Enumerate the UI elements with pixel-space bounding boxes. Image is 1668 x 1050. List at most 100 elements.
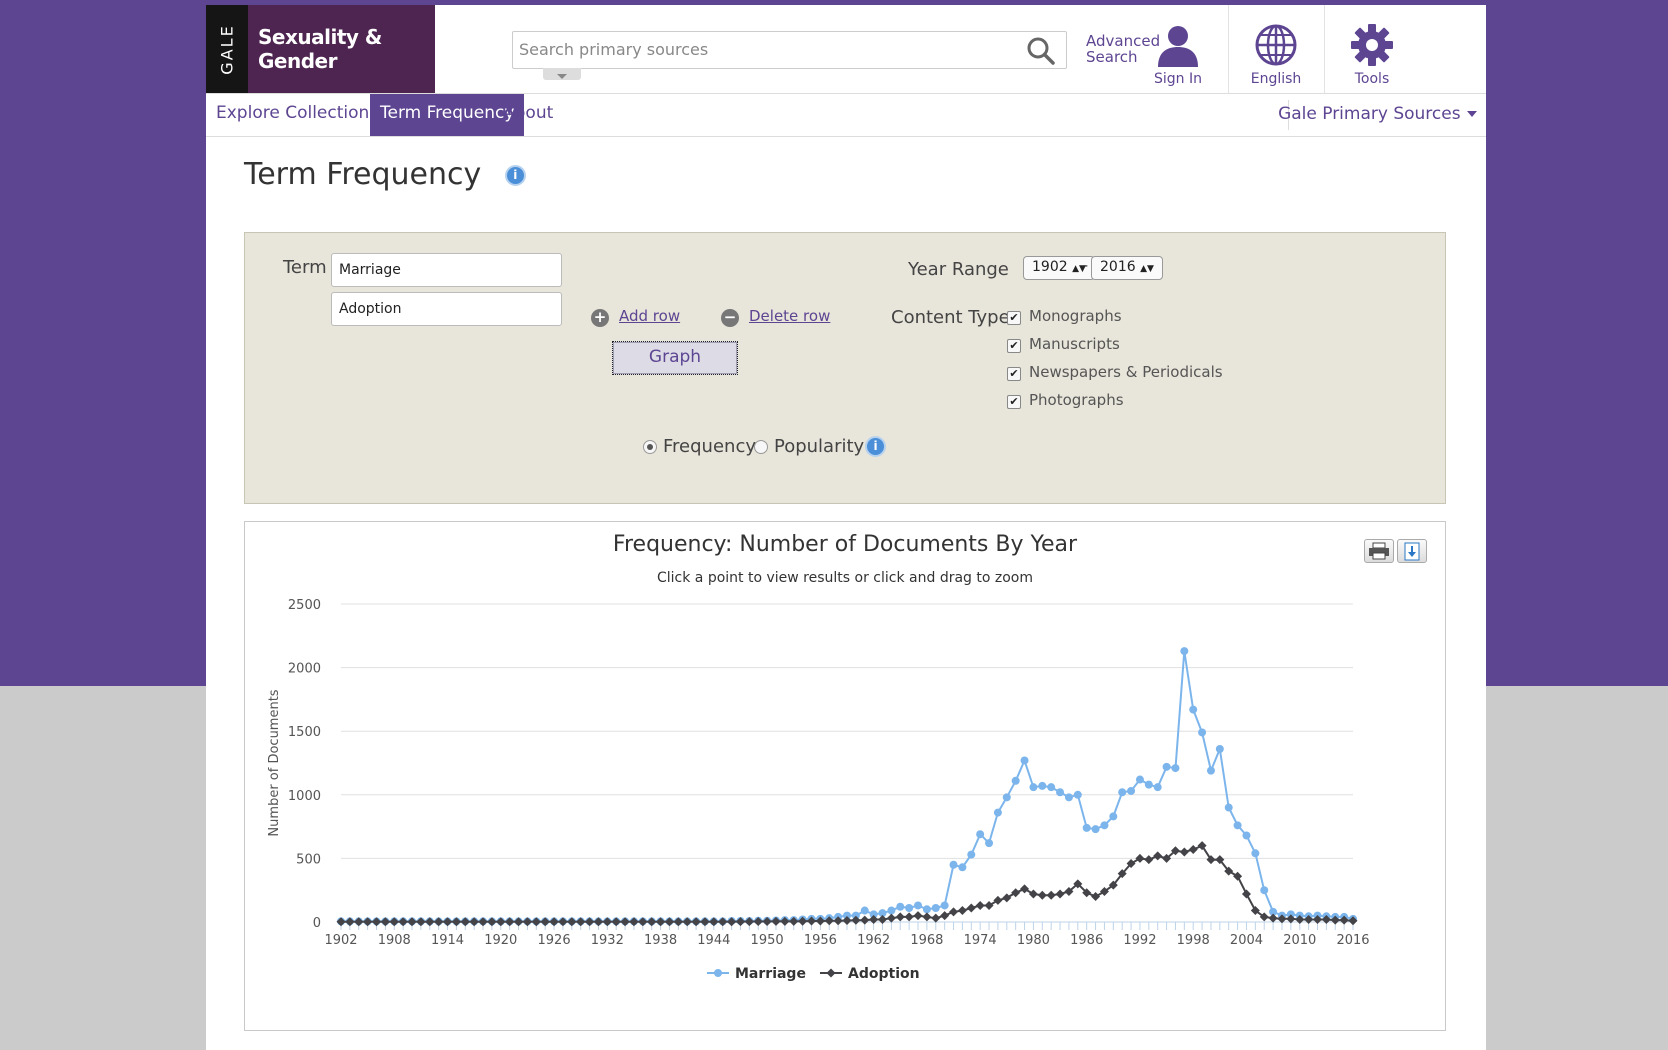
data-point-marriage (843, 911, 851, 920)
data-point-adoption (1179, 847, 1189, 857)
data-point-adoption (709, 917, 719, 927)
data-point-adoption (398, 917, 408, 927)
data-point-adoption (1206, 855, 1216, 865)
data-point-marriage (1260, 886, 1269, 895)
info-icon[interactable]: i (504, 165, 526, 186)
data-point-adoption (1073, 879, 1083, 889)
data-point-adoption (1108, 880, 1118, 890)
mode-info-icon[interactable]: i (865, 436, 886, 457)
data-point-marriage (896, 902, 905, 911)
graph-button[interactable]: Graph (612, 341, 738, 375)
nav-about[interactable]: About (503, 103, 554, 123)
data-point-marriage (1082, 823, 1091, 832)
data-point-adoption (1153, 851, 1163, 861)
data-point-adoption (1224, 866, 1234, 876)
print-chart-button[interactable] (1364, 539, 1394, 563)
delete-row-icon[interactable]: − (721, 309, 739, 327)
data-point-adoption (895, 912, 905, 922)
download-chart-button[interactable] (1397, 539, 1427, 563)
data-point-marriage (940, 901, 949, 910)
data-point-marriage (1047, 783, 1056, 792)
data-point-adoption (922, 912, 932, 922)
data-point-adoption (1197, 841, 1207, 851)
x-tick-label: 1998 (1177, 933, 1210, 948)
gear-icon (1324, 21, 1420, 69)
data-point-adoption (824, 916, 834, 926)
data-point-adoption (762, 916, 772, 926)
content-type-newspapers: Newspapers & Periodicals (1029, 363, 1223, 381)
radio-frequency[interactable] (643, 440, 657, 454)
data-point-adoption (638, 917, 648, 927)
data-point-marriage (860, 906, 869, 915)
delete-row-link[interactable]: Delete row (749, 307, 831, 325)
data-point-adoption (1215, 855, 1225, 865)
gale-primary-sources-menu[interactable]: Gale Primary Sources (1278, 94, 1478, 134)
x-tick-label: 1974 (964, 933, 997, 948)
data-point-marriage (1171, 764, 1180, 773)
gale-logo-text: GALE (217, 23, 237, 75)
data-point-adoption (585, 917, 595, 927)
checkbox-monographs[interactable]: ✔ (1007, 311, 1021, 325)
radio-popularity[interactable] (754, 440, 768, 454)
search-box[interactable]: Search primary sources (512, 31, 1067, 80)
checkbox-manuscripts[interactable]: ✔ (1007, 339, 1021, 353)
advanced-search-line1: Advanced (1086, 32, 1161, 50)
language-button[interactable]: English (1228, 5, 1324, 93)
term-input-2[interactable]: Adoption (331, 292, 562, 326)
search-scope-dropdown[interactable] (543, 68, 581, 80)
term-input-1[interactable]: Marriage (331, 253, 562, 287)
year-from-select[interactable]: 1902 ▲▼ (1023, 256, 1095, 280)
advanced-search-link[interactable]: Advanced Search (1086, 33, 1160, 65)
tools-button[interactable]: Tools (1324, 5, 1420, 93)
data-point-adoption (842, 915, 852, 925)
data-point-adoption (593, 917, 603, 927)
add-row-icon[interactable]: + (591, 309, 609, 327)
gale-logo-mark: GALE (206, 5, 248, 93)
data-point-marriage (1206, 766, 1215, 775)
data-point-adoption (993, 895, 1003, 905)
data-point-marriage (1118, 788, 1127, 797)
checkbox-newspapers[interactable]: ✔ (1007, 367, 1021, 381)
checkbox-photographs[interactable]: ✔ (1007, 395, 1021, 409)
data-point-adoption (682, 917, 692, 927)
data-point-marriage (1233, 821, 1242, 830)
data-point-adoption (780, 916, 790, 926)
sign-in-button[interactable]: Sign In (1135, 5, 1221, 93)
data-point-adoption (1020, 884, 1030, 894)
frequency-chart[interactable]: Frequency: Number of Documents By Year C… (244, 521, 1446, 1031)
data-point-adoption (549, 917, 559, 927)
data-point-marriage (958, 863, 967, 872)
content-type-label: Content Type (891, 307, 1010, 328)
chart-title: Frequency: Number of Documents By Year (612, 532, 1078, 557)
popularity-label: Popularity (774, 436, 865, 457)
data-point-marriage (1135, 775, 1144, 784)
chart-subtitle: Click a point to view results or click a… (656, 570, 1033, 586)
chart-canvas[interactable]: 0 500 1000 1500 2000 2500 1902 1908 1914 1920 1926… (245, 522, 1445, 1030)
data-point-marriage (1144, 780, 1153, 789)
nav-term-frequency[interactable]: Term Frequency (370, 94, 525, 136)
x-tick-label: 1926 (538, 933, 571, 948)
search-icon[interactable] (1026, 36, 1056, 70)
data-point-marriage (922, 905, 931, 914)
data-point-adoption (806, 916, 816, 926)
main-nav: Explore Collections Term Frequency About… (206, 93, 1486, 137)
add-row-link[interactable]: Add row (619, 307, 681, 325)
data-point-adoption (425, 917, 435, 927)
legend-marker-adoption (826, 968, 836, 978)
data-point-adoption (460, 917, 470, 927)
data-point-marriage (914, 901, 923, 910)
year-to-select[interactable]: 2016 ▲▼ (1091, 256, 1163, 280)
data-point-marriage (1020, 756, 1029, 765)
site-logo[interactable]: GALE Sexuality & Gender (206, 5, 435, 93)
data-point-adoption (336, 917, 346, 927)
data-point-adoption (1348, 916, 1358, 926)
data-point-adoption (664, 917, 674, 927)
x-tick-label: 1920 (484, 933, 517, 948)
y-tick-label: 2500 (288, 598, 321, 613)
x-tick-label: 2004 (1230, 933, 1263, 948)
data-point-marriage (1153, 783, 1162, 792)
data-point-adoption (487, 917, 497, 927)
nav-explore-collections[interactable]: Explore Collections (216, 103, 379, 123)
data-point-adoption (913, 911, 923, 921)
y-tick-label: 1500 (288, 725, 321, 740)
